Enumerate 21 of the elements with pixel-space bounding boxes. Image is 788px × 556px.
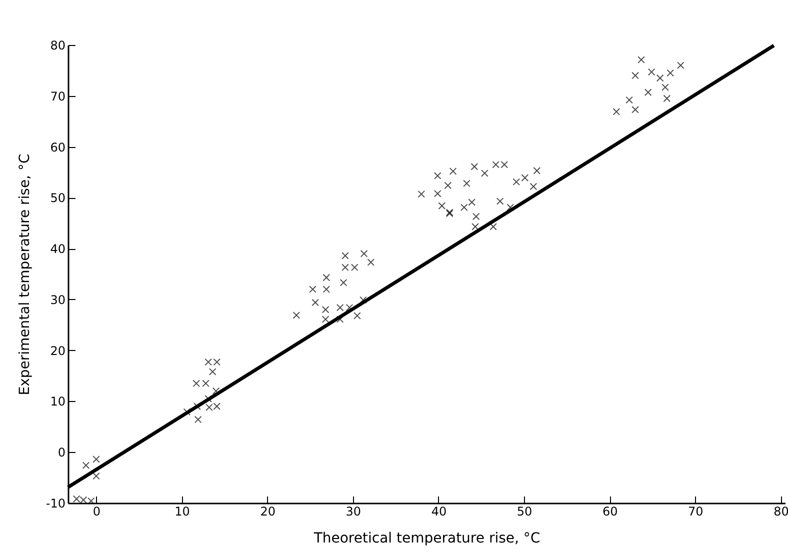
y-tick-label: 70 [50, 89, 66, 104]
y-tick-label: 20 [50, 344, 66, 358]
x-tick-label: 40 [431, 504, 447, 518]
y-tick-label: 0 [58, 446, 66, 460]
y-tick-label: 30 [50, 292, 66, 307]
y-tick-label: 80 [50, 38, 66, 52]
y-tick-label: 50 [50, 191, 66, 206]
x-tick-label: 30 [346, 504, 362, 518]
x-tick-label: 0 [92, 504, 101, 518]
x-tick-label: 70 [688, 504, 704, 518]
x-tick-label: 60 [602, 504, 618, 518]
x-tick-label: 10 [174, 504, 190, 518]
x-tick-label: 80 [774, 504, 788, 518]
y-axis-title: Experimental temperature rise, °C [16, 154, 33, 396]
y-tick-label: -10 [46, 496, 66, 510]
y-tick-label: 60 [50, 140, 66, 154]
y-tick-label: 10 [50, 394, 66, 409]
y-tick-label: 40 [50, 242, 66, 256]
x-tick-label: 20 [260, 504, 276, 518]
x-axis-title: Theoretical temperature rise, °C [312, 530, 540, 546]
x-tick-label: 50 [516, 504, 532, 518]
